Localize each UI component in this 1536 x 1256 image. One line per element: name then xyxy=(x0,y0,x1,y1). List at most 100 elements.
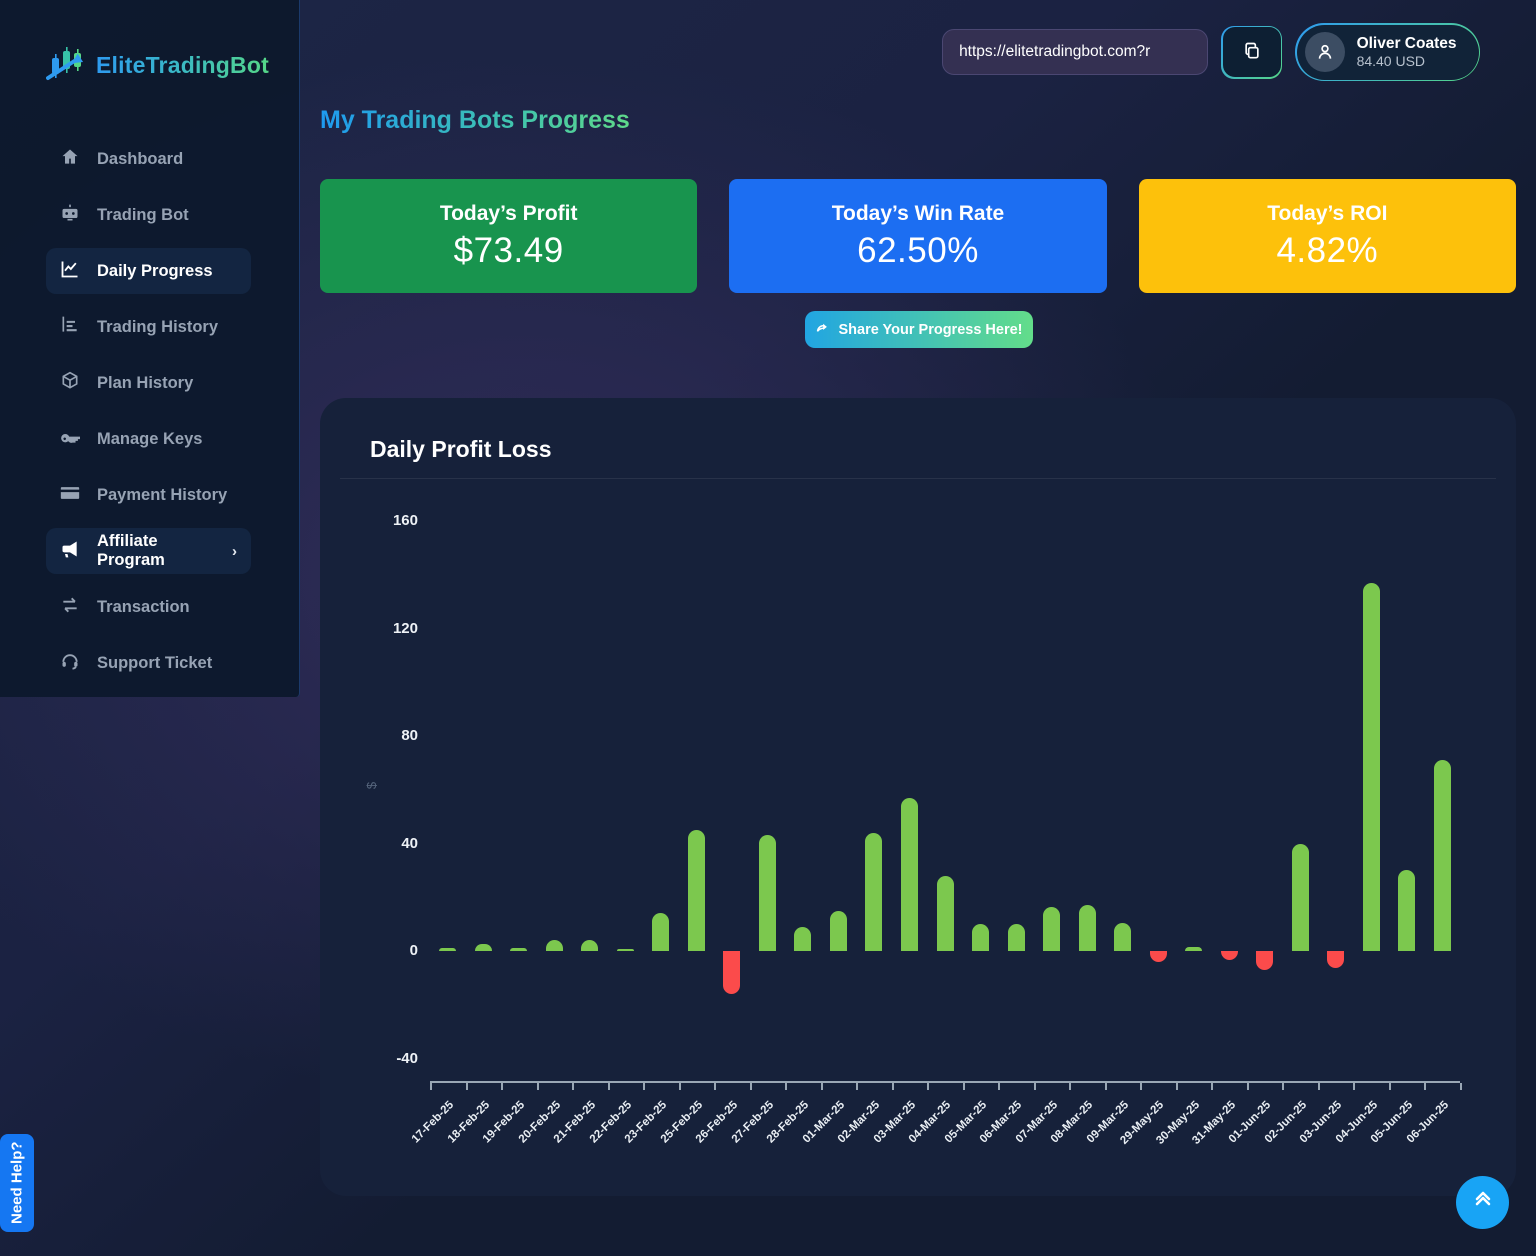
bar-30-May-25[interactable] xyxy=(1185,946,1203,951)
sidebar-item-manage-keys[interactable]: Manage Keys xyxy=(46,416,251,462)
need-help-button[interactable]: Need Help? xyxy=(0,1134,34,1232)
share-progress-label: Share Your Progress Here! xyxy=(838,321,1023,338)
sidebar-item-label: Manage Keys xyxy=(97,429,203,448)
x-axis-tick xyxy=(1317,1083,1320,1090)
x-axis-tick xyxy=(501,1083,504,1090)
sidebar-item-transaction[interactable]: Transaction xyxy=(46,584,251,630)
sidebar-item-label: Affiliate Program xyxy=(97,532,165,569)
bar-02-Mar-25[interactable] xyxy=(865,832,883,951)
chevrons-up-icon xyxy=(1471,1189,1495,1216)
bar-05-Jun-25[interactable] xyxy=(1398,870,1416,951)
candlestick-logo-icon xyxy=(46,44,88,87)
x-axis-tick xyxy=(1353,1083,1356,1090)
bar-03-Mar-25[interactable] xyxy=(900,797,918,951)
x-axis-tick xyxy=(643,1083,646,1090)
copy-referral-button[interactable] xyxy=(1222,27,1281,77)
referral-url-input[interactable] xyxy=(942,29,1209,75)
bar-02-Jun-25[interactable] xyxy=(1291,843,1309,951)
x-axis-tick xyxy=(820,1083,823,1090)
sidebar-item-dashboard[interactable]: Dashboard xyxy=(46,136,251,182)
bar-27-Feb-25[interactable] xyxy=(758,835,776,951)
x-axis-tick xyxy=(1175,1083,1178,1090)
y-tick-label: -40 xyxy=(396,1049,418,1067)
bar-01-Jun-25[interactable] xyxy=(1256,951,1274,970)
brand-logo[interactable]: EliteTradingBot xyxy=(0,0,299,87)
y-tick-label: 160 xyxy=(392,512,418,529)
x-axis-tick xyxy=(430,1083,432,1090)
daily-profit-loss-card: Daily Profit Loss $ 160 120 80 40 0 -40 17-Fe… xyxy=(320,398,1516,1196)
sidebar-item-support-ticket[interactable]: Support Ticket xyxy=(46,640,251,686)
bar-23-Feb-25[interactable] xyxy=(652,913,670,951)
x-axis-tick xyxy=(465,1083,468,1090)
x-axis-tick xyxy=(1424,1083,1427,1090)
x-axis-tick xyxy=(1104,1083,1107,1090)
y-tick-label: 0 xyxy=(409,942,418,959)
chevron-right-icon: › xyxy=(232,542,237,560)
sidebar-item-label: Transaction xyxy=(97,597,190,616)
sidebar-item-plan-history[interactable]: Plan History xyxy=(46,360,251,406)
bar-09-Mar-25[interactable] xyxy=(1114,922,1132,951)
bar-06-Mar-25[interactable] xyxy=(1007,924,1025,951)
todays-win-rate-card: Today’s Win Rate 62.50% xyxy=(729,179,1107,293)
bar-22-Feb-25[interactable] xyxy=(616,949,634,951)
sidebar-item-label: Plan History xyxy=(97,373,194,392)
bar-29-May-25[interactable] xyxy=(1149,951,1167,962)
bar-04-Mar-25[interactable] xyxy=(936,875,954,951)
user-menu[interactable]: Oliver Coates 84.40 USD xyxy=(1296,24,1479,80)
avatar xyxy=(1304,32,1345,72)
bar-20-Feb-25[interactable] xyxy=(545,940,563,951)
bar-05-Mar-25[interactable] xyxy=(972,924,990,951)
sidebar-item-label: Trading Bot xyxy=(97,205,189,224)
bar-25-Feb-25[interactable] xyxy=(687,830,705,951)
sidebar-menu: Dashboard Trading Bot Daily Progress Tra… xyxy=(0,136,299,686)
x-axis-tick xyxy=(749,1083,752,1090)
todays-profit-card: Today’s Profit $73.49 xyxy=(320,179,698,293)
x-axis-tick xyxy=(1211,1083,1214,1090)
stat-label: Today’s Profit xyxy=(439,201,578,225)
bar-04-Jun-25[interactable] xyxy=(1362,582,1380,951)
sidebar-item-label: Trading History xyxy=(97,317,219,336)
bar-01-Mar-25[interactable] xyxy=(829,910,847,951)
x-axis-tick xyxy=(607,1083,610,1090)
bar-03-Jun-25[interactable] xyxy=(1327,951,1345,969)
cube-icon xyxy=(60,371,80,396)
bar-31-May-25[interactable] xyxy=(1220,951,1238,961)
bar-19-Feb-25[interactable] xyxy=(510,948,528,951)
sidebar-item-label: Support Ticket xyxy=(97,653,213,672)
sidebar-item-trading-bot[interactable]: Trading Bot xyxy=(46,192,251,238)
chart-line-icon xyxy=(60,259,80,284)
swap-arrows-icon xyxy=(60,595,80,620)
bar-21-Feb-25[interactable] xyxy=(581,940,599,951)
x-axis-tick xyxy=(1033,1083,1036,1090)
divider xyxy=(340,478,1496,479)
x-axis-tick xyxy=(1460,1083,1462,1090)
stat-label: Today’s ROI xyxy=(1267,201,1388,225)
x-axis-tick xyxy=(536,1083,539,1090)
plot-area: 17-Feb-25 18-Feb-25 19-Feb-25 20-Feb-25 21-F… xyxy=(410,521,1462,1147)
sidebar-item-affiliate-program[interactable]: Affiliate Program › xyxy=(46,528,251,574)
share-progress-button[interactable]: Share Your Progress Here! xyxy=(805,311,1033,348)
stat-value: $73.49 xyxy=(453,230,564,270)
x-axis-tick xyxy=(891,1083,894,1090)
bar-06-Jun-25[interactable] xyxy=(1433,760,1451,951)
bar-18-Feb-25[interactable] xyxy=(474,944,492,951)
bar-17-Feb-25[interactable] xyxy=(439,948,457,951)
megaphone-icon xyxy=(60,539,80,564)
bar-26-Feb-25[interactable] xyxy=(723,951,741,994)
x-axis-tick xyxy=(856,1083,859,1090)
todays-roi-card: Today’s ROI 4.82% xyxy=(1138,179,1516,293)
sidebar-item-daily-progress[interactable]: Daily Progress xyxy=(46,248,251,294)
x-axis-tick xyxy=(1388,1083,1391,1090)
sidebar-item-label: Daily Progress xyxy=(97,261,213,280)
sidebar-item-trading-history[interactable]: Trading History xyxy=(46,304,251,350)
user-balance: 84.40 USD xyxy=(1356,52,1426,69)
sidebar-item-label: Dashboard xyxy=(97,149,184,168)
bar-28-Feb-25[interactable] xyxy=(794,926,812,951)
stat-value: 4.82% xyxy=(1276,230,1379,270)
scroll-to-top-button[interactable] xyxy=(1456,1176,1509,1229)
sidebar-item-payment-history[interactable]: Payment History xyxy=(46,472,251,518)
y-tick-label: 120 xyxy=(392,619,418,637)
bar-07-Mar-25[interactable] xyxy=(1043,906,1061,951)
y-tick-label: 40 xyxy=(401,834,418,852)
bar-08-Mar-25[interactable] xyxy=(1078,905,1096,951)
